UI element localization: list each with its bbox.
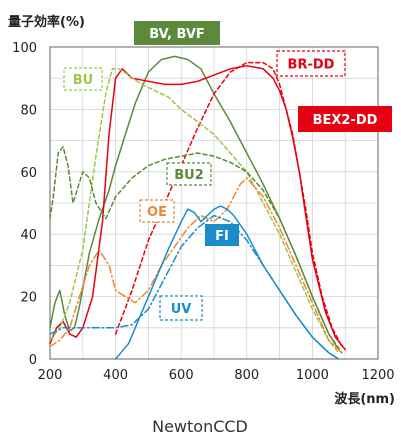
series-label-bu2: BU2: [174, 168, 204, 183]
x-axis-title: 波長(nm): [334, 391, 395, 407]
series-label-box-bv-bvf: [134, 21, 220, 45]
series-label-box-bu2: [166, 162, 212, 186]
series-label-fi: FI: [215, 229, 229, 244]
chart-caption: NewtonCCD: [152, 417, 248, 436]
series-label-uv: UV: [171, 302, 192, 317]
series-line-br-dd: [114, 61, 343, 348]
x-tick-1000: 1000: [296, 368, 329, 383]
y-tick-20: 20: [20, 291, 37, 306]
series-labels: BV, BVF BR-DD BEX2-DD BU BU2 OE FI UV: [63, 21, 392, 321]
series-label-br-dd: BR-DD: [288, 58, 335, 73]
y-tick-60: 60: [20, 166, 37, 181]
x-tick-1200: 1200: [361, 368, 394, 383]
x-tick-600: 600: [169, 368, 194, 383]
series-label-bex2-dd: BEX2-DD: [313, 113, 378, 128]
y-tick-0: 0: [29, 353, 37, 368]
x-tick-400: 400: [103, 368, 128, 383]
series-line-uv: [49, 214, 340, 360]
series-label-box-fi: [205, 224, 239, 246]
series-line-bv-bvf: [49, 55, 340, 351]
series-line-oe: [49, 177, 343, 354]
series-label-box-bu: [63, 67, 103, 91]
x-tick-200: 200: [38, 368, 63, 383]
series-label-bu: BU: [73, 73, 93, 88]
series-label-box-br-dd: [276, 50, 346, 77]
y-tick-100: 100: [12, 41, 37, 56]
y-tick-40: 40: [20, 228, 37, 243]
y-tick-80: 80: [20, 103, 37, 118]
series-label-box-uv: [159, 295, 203, 321]
y-axis-title: 量子効率(%): [8, 14, 85, 30]
series-label-oe: OE: [147, 205, 167, 220]
plot-frame: [49, 46, 379, 360]
x-tick-800: 800: [234, 368, 259, 383]
series-label-box-bex2-dd: [298, 106, 392, 132]
series-line-bu2: [49, 146, 343, 354]
tick-labels: 200 400 600 800 1000 1200 0 20 40 60 80 100: [12, 41, 394, 383]
series-line-bex2-dd: [49, 64, 346, 351]
series-label-box-oe: [139, 199, 175, 223]
series-lines: [49, 55, 346, 360]
series-label-bv-bvf: BV, BVF: [149, 27, 205, 42]
